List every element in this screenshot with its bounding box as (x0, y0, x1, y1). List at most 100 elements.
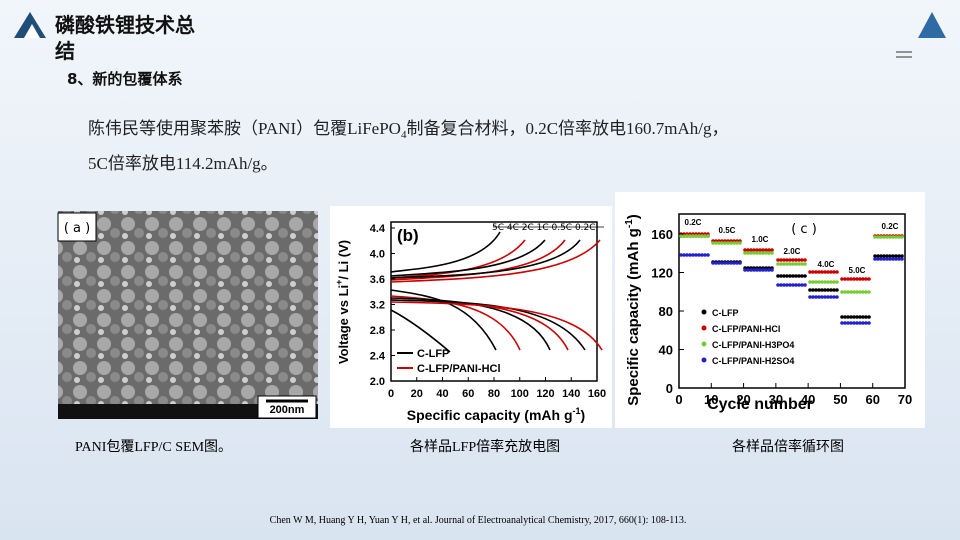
legend-marker (701, 309, 707, 315)
marker (855, 315, 859, 319)
marker (779, 274, 783, 278)
marker (864, 321, 868, 325)
figure-label: ( c ) (791, 222, 817, 237)
marker (800, 283, 804, 287)
marker (782, 274, 786, 278)
title: 结 (55, 39, 75, 63)
sem-footer (58, 404, 318, 419)
marker (826, 270, 830, 274)
marker (891, 235, 895, 239)
y-tick-label: 120 (651, 266, 673, 281)
legend-label: C-LFP/PANI-HCl (417, 363, 501, 375)
x-tick-label: 70 (898, 392, 912, 407)
marker (697, 253, 701, 257)
rate-label: 1.0C (752, 235, 769, 244)
marker (861, 321, 865, 325)
x-tick-label: 40 (436, 388, 448, 400)
marker (840, 321, 844, 325)
label-box (57, 212, 97, 242)
marker (803, 262, 807, 266)
marker (820, 280, 824, 284)
marker (746, 268, 750, 272)
marker (829, 295, 833, 299)
marker (782, 258, 786, 262)
marker (800, 258, 804, 262)
marker (711, 261, 715, 265)
marker (694, 253, 698, 257)
marker (691, 234, 695, 238)
text: Specific capacity (mAh g (625, 228, 642, 406)
x-tick-label: 0 (675, 392, 682, 407)
figure-c: ( c ) Cycle number Specific capacity (mA… (615, 192, 925, 428)
marker (755, 268, 759, 272)
marker (682, 253, 686, 257)
legend-marker (701, 357, 707, 363)
x-tick-label: 120 (536, 388, 554, 400)
marker (894, 257, 898, 261)
legend-label: C-LFP/PANI-H2SO4 (712, 356, 794, 366)
marker (800, 274, 804, 278)
marker (703, 253, 707, 257)
marker (858, 290, 862, 294)
marker (685, 234, 689, 238)
marker (720, 261, 724, 265)
y-tick-label: 80 (659, 304, 673, 319)
legend-label: C-LFP (417, 348, 449, 360)
x-tick-label: 0 (388, 388, 394, 400)
marker (711, 241, 715, 245)
marker (782, 262, 786, 266)
marker (732, 241, 736, 245)
x-tick-label: 60 (865, 392, 879, 407)
marker (864, 290, 868, 294)
paragraph: 陈伟民等使用聚苯胺（PANI）包覆LiFePO4制备复合材料，0.2C倍率放电1… (88, 118, 729, 141)
figure-label: (b) (397, 226, 419, 245)
marker (682, 234, 686, 238)
marker (755, 248, 759, 252)
marker (858, 315, 862, 319)
marker (749, 268, 753, 272)
marker (811, 288, 815, 292)
rate-label: 5.0C (849, 266, 866, 275)
y-tick-label: 40 (659, 343, 673, 358)
legend-marker (701, 341, 707, 347)
marker (694, 234, 698, 238)
marker (867, 321, 871, 325)
marker (820, 270, 824, 274)
marker (752, 268, 756, 272)
marker (706, 253, 710, 257)
marker (897, 254, 901, 258)
marker (776, 262, 780, 266)
y-tick-label: 2.4 (370, 351, 386, 363)
marker (882, 254, 886, 258)
marker (823, 288, 827, 292)
marker (788, 283, 792, 287)
marker (852, 321, 856, 325)
marker (888, 254, 892, 258)
marker (814, 270, 818, 274)
marker (888, 257, 892, 261)
marker (900, 235, 904, 239)
marker (761, 268, 765, 272)
rate-label: 0.2C (882, 222, 899, 231)
marker (764, 268, 768, 272)
y-axis-label: Specific capacity (mAh g-1) (624, 214, 642, 405)
marker (843, 277, 847, 281)
marker (858, 277, 862, 281)
marker (691, 253, 695, 257)
marker (797, 258, 801, 262)
marker (758, 251, 762, 255)
x-axis-label: Cycle number (707, 396, 813, 413)
marker (826, 288, 830, 292)
x-tick-label: 140 (562, 388, 580, 400)
text: ) (625, 214, 642, 219)
x-tick-label: 100 (511, 388, 529, 400)
marker (735, 241, 739, 245)
scale-label: 200nm (270, 404, 305, 416)
marker (700, 234, 704, 238)
marker (726, 261, 730, 265)
marker (849, 315, 853, 319)
marker (867, 277, 871, 281)
marker (829, 270, 833, 274)
x-tick-label: 80 (488, 388, 500, 400)
marker (849, 290, 853, 294)
